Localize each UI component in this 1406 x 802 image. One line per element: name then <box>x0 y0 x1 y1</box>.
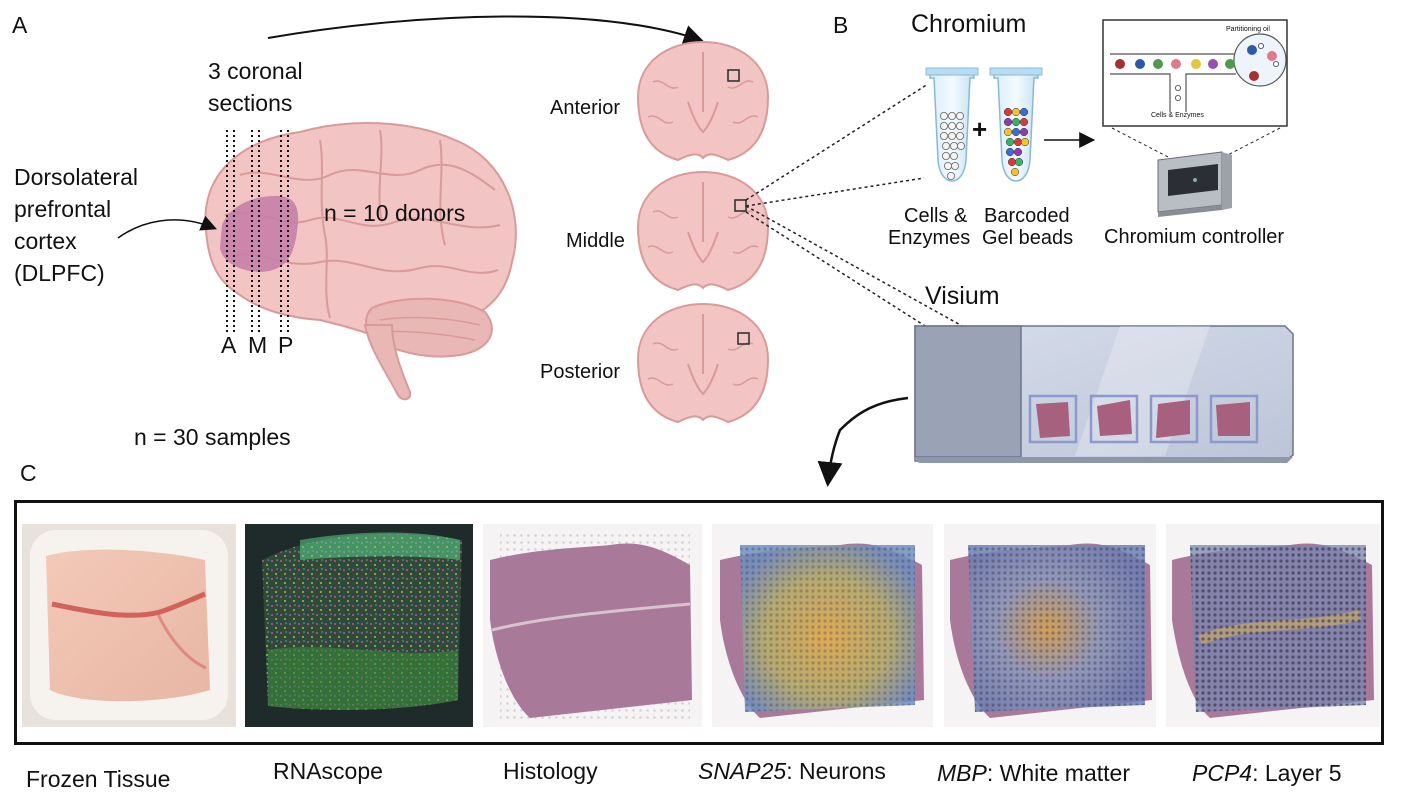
region-label-line3: cortex <box>14 228 77 254</box>
donors-count: n = 10 donors <box>324 200 466 226</box>
caption-text: : Layer 5 <box>1252 760 1342 786</box>
controller-label: Chromium controller <box>1104 226 1285 248</box>
region-label-line4: (DLPFC) <box>14 260 105 286</box>
caption-italic: SNAP25 <box>698 758 787 784</box>
caption-histology: Histology <box>503 760 598 783</box>
panel-c-frame <box>14 500 1384 745</box>
dlpfc-region <box>220 195 299 272</box>
cut-label-p: P <box>278 332 294 358</box>
zoom-lines <box>1111 127 1281 159</box>
visium-title: Visium <box>925 282 1000 310</box>
panel-label-a: A <box>12 12 28 38</box>
panel-label-b: B <box>833 12 849 38</box>
plus-sign: + <box>972 114 988 144</box>
sections-label-line2: sections <box>208 90 293 116</box>
region-label-line1: Dorsolateral <box>14 164 138 190</box>
beads-label-line1: Barcoded <box>984 205 1070 227</box>
slice-label-anterior: Anterior <box>550 97 621 119</box>
gel-beads-tube <box>989 67 1043 182</box>
slice-label-middle: Middle <box>566 230 625 252</box>
caption-text: : White matter <box>986 760 1130 786</box>
caption-pcp4: PCP4: Layer 5 <box>1192 762 1342 785</box>
partitioning-oil-label: Partitioning oil <box>1226 26 1270 33</box>
microfluidic-diagram <box>1102 19 1288 127</box>
slice-label-posterior: Posterior <box>540 361 621 383</box>
tile-rnascope <box>245 524 473 727</box>
caption-text: : Neurons <box>786 758 886 784</box>
caption-text: RNAscope <box>273 758 383 784</box>
caption-frozen-tissue: Frozen Tissue <box>26 768 170 791</box>
panel-label-c: C <box>20 460 37 486</box>
caption-text: Frozen Tissue <box>26 766 171 792</box>
visium-to-panel-c-arrow <box>817 396 909 487</box>
tile-histology <box>483 524 702 727</box>
brain-illustration <box>204 122 517 401</box>
caption-snap25: SNAP25: Neurons <box>698 760 886 783</box>
coronal-slice-posterior <box>636 302 770 424</box>
tile-mbp <box>944 524 1156 727</box>
dlpfc-arrow <box>117 215 217 239</box>
beads-label-line2: Gel beads <box>982 227 1074 249</box>
region-label-line2: prefrontal <box>14 196 112 222</box>
caption-italic: MBP <box>937 760 987 786</box>
sections-label-line1: 3 coronal <box>208 58 303 84</box>
cells-tube <box>925 67 979 182</box>
tile-pcp4 <box>1166 524 1380 727</box>
connector-lines <box>745 83 1099 437</box>
caption-text: Histology <box>503 758 598 784</box>
visium-slide <box>914 325 1294 463</box>
cells-enzymes-small-label: Cells & Enzymes <box>1151 112 1204 119</box>
section-cut-lines <box>226 130 289 332</box>
tile-frozen-tissue <box>22 524 236 727</box>
caption-rnascope: RNAscope <box>273 760 383 783</box>
cells-label-line2: Enzymes <box>888 227 971 249</box>
cells-label-line1: Cells & <box>904 205 968 227</box>
cut-label-m: M <box>248 332 268 358</box>
tile-snap25 <box>712 524 933 727</box>
top-arrow <box>267 15 704 45</box>
samples-count: n = 30 samples <box>134 424 291 450</box>
caption-italic: PCP4 <box>1192 760 1253 786</box>
chromium-controller-device <box>1157 151 1232 217</box>
coronal-slice-middle <box>636 170 770 292</box>
coronal-slice-anterior <box>636 40 770 162</box>
cut-label-a: A <box>221 332 237 358</box>
chromium-title: Chromium <box>911 10 1027 38</box>
caption-mbp: MBP: White matter <box>937 762 1130 785</box>
